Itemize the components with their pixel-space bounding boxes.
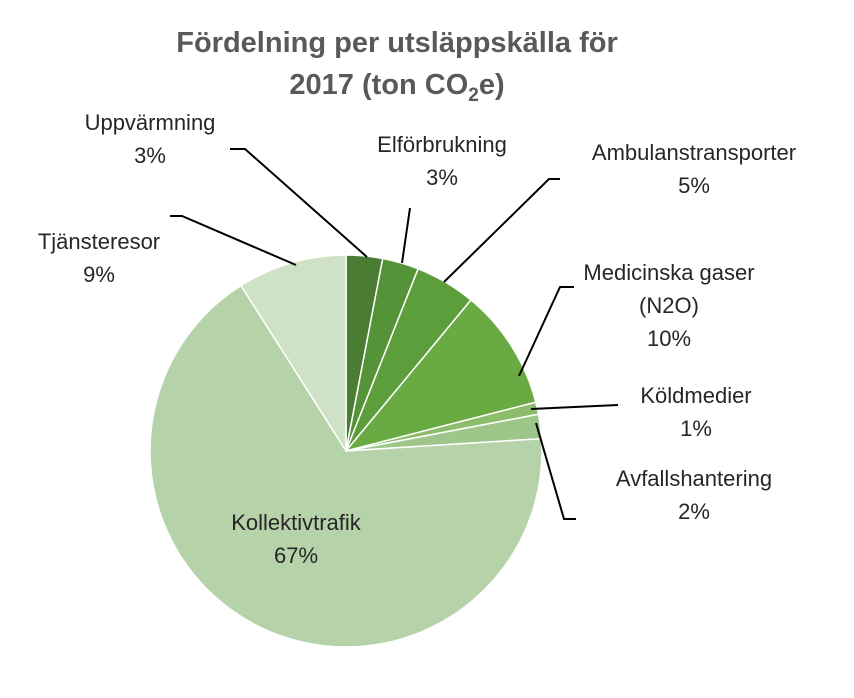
slice-label: Avfallshantering 2% — [616, 466, 772, 524]
slice-label: Köldmedier 1% — [640, 383, 751, 441]
slice-name: Medicinska gaser — [583, 260, 754, 285]
slice-percent: 5% — [678, 173, 710, 198]
slice-percent: 10% — [647, 326, 691, 351]
slice-name: (N2O) — [639, 293, 699, 318]
slice-percent: 3% — [426, 165, 458, 190]
slice-percent: 1% — [680, 416, 712, 441]
slice-name: Köldmedier — [640, 383, 751, 408]
leader-line — [530, 404, 619, 410]
slice-percent: 9% — [83, 262, 115, 287]
leader-line — [443, 178, 560, 283]
pie-slice-kollektivtrafik — [149, 284, 543, 648]
chart-title-line-2: 2017 (ton CO2e) — [289, 69, 504, 106]
slice-label: Ambulanstransporter 5% — [592, 140, 796, 198]
pie-slices — [149, 254, 543, 648]
slice-name: Tjänsteresor — [38, 229, 160, 254]
leader-line — [170, 215, 297, 266]
slice-label: Tjänsteresor 9% — [38, 229, 160, 287]
leader-line — [518, 286, 574, 377]
slice-label: Uppvärmning 3% — [85, 110, 216, 168]
slice-label: Elförbrukning 3% — [377, 132, 507, 190]
leader-line — [401, 207, 411, 264]
slice-name: Avfallshantering — [616, 466, 772, 491]
slice-percent: 67% — [274, 543, 318, 568]
chart-title-line-1: Fördelning per utsläppskälla för — [176, 27, 618, 59]
pie-slice-medicinska-gaser-n2o — [345, 299, 537, 452]
leader-line — [535, 422, 576, 520]
slice-name: Ambulanstransporter — [592, 140, 796, 165]
slice-labels: Uppvärmning 3% Elförbrukning 3% Ambulanstran… — [38, 110, 796, 568]
slice-percent: 3% — [134, 143, 166, 168]
leader-lines — [170, 148, 619, 520]
slice-percent: 2% — [678, 499, 710, 524]
slice-name: Uppvärmning — [85, 110, 216, 135]
leader-line — [230, 148, 368, 258]
slice-label: Medicinska gaser (N2O) 10% — [583, 260, 754, 351]
slice-name: Kollektivtrafik — [231, 510, 362, 535]
slice-label: Kollektivtrafik 67% — [231, 510, 362, 568]
slice-name: Elförbrukning — [377, 132, 507, 157]
